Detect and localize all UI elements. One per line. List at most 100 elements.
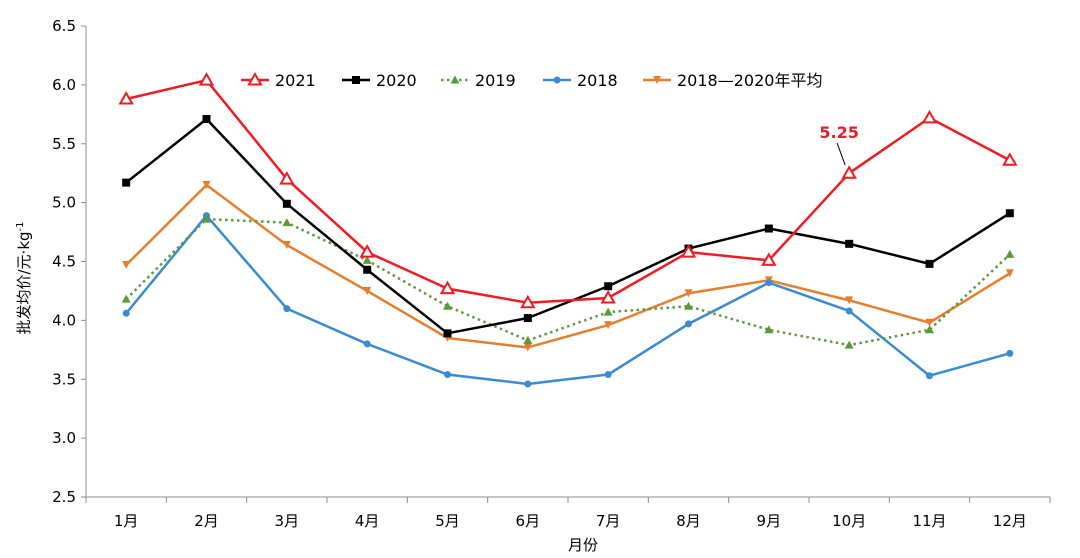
y-tick-label: 5.5 xyxy=(52,135,76,153)
data-point xyxy=(845,307,853,315)
legend-label: 2019 xyxy=(475,71,516,90)
data-point xyxy=(524,380,532,388)
series-line xyxy=(125,214,1011,386)
series-2020 xyxy=(122,115,1014,338)
y-axis-title: 批发均价/元·kg-1 xyxy=(15,221,33,334)
legend: 2021 2020 2019 2018 2018—2020年平均 xyxy=(241,71,822,90)
data-point xyxy=(279,171,295,185)
y-tick-label: 4.5 xyxy=(52,253,76,271)
x-tick-label: 3月 xyxy=(275,512,300,530)
data-point xyxy=(764,325,774,334)
data-point xyxy=(523,314,532,323)
x-tick-label: 8月 xyxy=(676,512,701,530)
legend-item-2020: 2020 xyxy=(342,71,417,90)
legend-swatch-marker xyxy=(247,71,263,86)
y-tick-label: 6.5 xyxy=(52,17,76,35)
data-point xyxy=(684,301,693,310)
legend-swatch-marker xyxy=(450,75,460,84)
data-point xyxy=(1006,349,1014,357)
series-line xyxy=(125,78,1011,304)
series-2018 xyxy=(122,212,1014,388)
data-point xyxy=(684,289,693,298)
y-tick-label: 3.0 xyxy=(52,429,76,447)
data-point xyxy=(443,301,452,310)
data-point xyxy=(439,280,456,295)
data-point xyxy=(443,329,452,338)
x-tick-label: 7月 xyxy=(596,512,621,530)
y-tick-label: 6.0 xyxy=(52,76,76,94)
data-point xyxy=(1002,152,1018,166)
y-axis-title-main: 批发均价/元·kg xyxy=(15,231,33,334)
data-point xyxy=(764,224,773,233)
data-point xyxy=(1005,209,1014,218)
series-2019 xyxy=(121,214,1015,349)
legend-swatch-marker xyxy=(653,76,661,84)
data-point xyxy=(604,321,613,330)
data-point xyxy=(202,115,211,124)
data-point xyxy=(603,307,613,316)
y-tick-label: 5.0 xyxy=(52,194,76,212)
data-point xyxy=(282,199,291,208)
data-point xyxy=(765,279,773,287)
data-point xyxy=(202,180,211,189)
data-point xyxy=(523,343,532,352)
data-point xyxy=(845,239,854,248)
data-point xyxy=(1005,249,1015,258)
data-point xyxy=(282,218,292,227)
data-point xyxy=(121,294,131,303)
legend-label: 2021 xyxy=(275,71,316,90)
x-tick-label: 6月 xyxy=(516,512,541,530)
series-line xyxy=(125,117,1011,335)
legend-item-2019: 2019 xyxy=(441,71,516,90)
data-point xyxy=(925,259,934,268)
data-point xyxy=(925,325,934,334)
x-axis-title: 月份 xyxy=(568,536,598,554)
series-line xyxy=(125,183,1011,349)
data-point xyxy=(283,305,291,313)
legend-swatch-marker xyxy=(352,76,360,84)
x-tick-label: 5月 xyxy=(435,512,460,530)
legend-label: 2018—2020年平均 xyxy=(677,71,822,90)
data-point xyxy=(520,294,536,309)
series-line xyxy=(125,217,1011,347)
x-tick-label: 11月 xyxy=(912,512,946,530)
data-point xyxy=(680,244,697,258)
legend-swatch-marker xyxy=(553,76,561,84)
data-point xyxy=(761,252,777,266)
annotation-leader xyxy=(836,143,846,166)
data-point xyxy=(921,109,938,124)
x-tick-label: 4月 xyxy=(355,512,380,530)
data-point xyxy=(845,296,854,305)
data-point xyxy=(925,318,934,327)
data-point xyxy=(841,165,857,179)
x-tick-label: 10月 xyxy=(832,512,866,530)
series-2021 xyxy=(118,72,1018,309)
y-tick-label: 3.5 xyxy=(52,370,76,388)
data-point xyxy=(363,286,372,295)
data-point xyxy=(359,244,375,258)
x-tick-label: 12月 xyxy=(993,512,1027,530)
annotation-label: 5.25 xyxy=(819,123,858,142)
y-axis-title-superscript: -1 xyxy=(15,221,26,231)
data-point xyxy=(198,72,215,86)
y-tick-label: 2.5 xyxy=(52,488,76,506)
data-point xyxy=(282,241,291,250)
data-point xyxy=(122,178,131,187)
legend-label: 2018 xyxy=(577,71,618,90)
data-point xyxy=(444,371,451,379)
legend-item-2021: 2021 xyxy=(241,71,316,90)
data-point xyxy=(604,282,613,291)
data-point xyxy=(363,340,371,348)
data-point xyxy=(604,371,612,379)
data-point xyxy=(363,265,372,274)
x-tick-label: 1月 xyxy=(114,512,139,530)
data-point xyxy=(1005,269,1014,278)
data-point xyxy=(600,289,616,304)
legend-item-2018: 2018 xyxy=(543,71,618,90)
data-point xyxy=(362,255,372,264)
y-tick-label: 4.0 xyxy=(52,311,76,329)
data-point xyxy=(844,340,854,349)
x-tick-label: 2月 xyxy=(194,512,219,530)
x-tick-label: 9月 xyxy=(757,512,782,530)
legend-label: 2020 xyxy=(376,71,417,90)
